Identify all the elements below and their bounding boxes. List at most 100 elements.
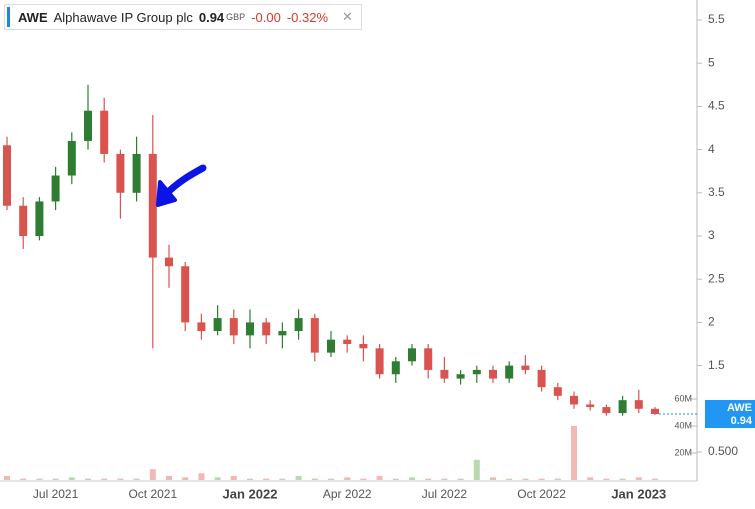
candle-body: [262, 322, 271, 336]
candle-body: [148, 153, 157, 258]
volume-bar: [68, 477, 75, 480]
candle-body: [278, 331, 287, 336]
volume-bar: [198, 473, 205, 480]
volume-bar: [376, 475, 383, 480]
volume-bar: [490, 477, 496, 480]
volume-bar: [4, 475, 10, 480]
candle-body: [618, 400, 627, 414]
volume-bar: [506, 478, 513, 480]
volume-bar: [36, 478, 43, 480]
volume-tick-label: 20M: [674, 447, 692, 457]
candle-body: [35, 201, 44, 236]
candle-body: [359, 344, 368, 349]
volume-bar: [214, 477, 221, 480]
y-tick-label: 2.5: [708, 271, 725, 285]
candle-body: [586, 404, 595, 408]
candle-body: [570, 395, 578, 405]
price-tag-value: 0.94: [731, 415, 753, 427]
candles: [3, 84, 659, 480]
volume-bar: [328, 478, 334, 480]
candle-body: [197, 322, 206, 332]
volume-bar: [101, 478, 108, 480]
candle-body: [132, 153, 141, 193]
volume-bar: [522, 478, 529, 480]
volume-tick-label: 40M: [674, 420, 692, 430]
volume-bar: [571, 426, 577, 480]
candle-body: [51, 175, 60, 202]
candle-body: [84, 110, 92, 141]
volume-bar: [263, 478, 270, 480]
candle-body: [651, 408, 659, 414]
volume-bar: [133, 478, 140, 480]
candle-body: [3, 145, 11, 206]
candle-body: [440, 369, 449, 379]
volume-bar: [85, 478, 91, 480]
candle-body: [213, 318, 222, 332]
candle-body: [181, 266, 190, 323]
candle-body: [116, 153, 125, 193]
volume-bar: [182, 477, 189, 480]
volume-bar: [295, 475, 302, 480]
candle-body: [327, 339, 335, 353]
candle-body: [553, 387, 562, 396]
candle-body: [375, 348, 384, 375]
y-tick-label: 3: [708, 228, 715, 242]
volume-bar: [457, 478, 464, 480]
volume-bar: [635, 477, 642, 480]
candle-body: [391, 361, 400, 375]
y-tick-label: 4.5: [708, 99, 725, 113]
annotation-arrow: [161, 164, 207, 199]
volume-bar: [279, 478, 286, 480]
candle-body: [343, 339, 352, 344]
candle-body: [229, 318, 238, 336]
volume-bar: [247, 478, 253, 480]
x-tick-label: Apr 2022: [323, 487, 372, 501]
y-tick-label: 0.500: [708, 444, 738, 458]
candle-body: [456, 374, 465, 379]
header-accent: [7, 7, 10, 27]
candle-body: [537, 369, 546, 388]
volume-bar: [425, 478, 432, 480]
volume-bar: [652, 478, 658, 480]
candle-body: [19, 205, 28, 236]
volume-bar: [52, 478, 59, 480]
x-tick-label: Jul 2022: [422, 487, 468, 501]
volume-bar: [392, 478, 399, 480]
candle-body: [602, 407, 611, 414]
candle-body: [165, 257, 173, 267]
y-tick-label: 4: [708, 142, 715, 156]
y-tick-label: 5: [708, 55, 715, 69]
close-button[interactable]: ✕: [342, 9, 353, 24]
volume-bar: [473, 459, 480, 480]
change: -0.00: [251, 9, 281, 25]
candle-body: [505, 365, 514, 379]
volume-bar: [441, 478, 448, 480]
change-percent: -0.32%: [286, 9, 329, 25]
candle-body: [634, 400, 643, 409]
company-name: Alphawave IP Group plc: [53, 9, 193, 25]
candle-body: [489, 369, 497, 379]
quote-header: AWE Alphawave IP Group plc 0.94 GBP -0.0…: [4, 4, 362, 30]
candle-body: [408, 348, 416, 362]
x-tick-label: Jan 2023: [611, 486, 666, 501]
volume-bar: [166, 475, 172, 480]
price-tag-symbol: AWE: [727, 402, 752, 414]
annotation-arrow-head: [156, 180, 177, 207]
candle-body: [246, 322, 254, 336]
volume-bar: [20, 478, 27, 480]
x-tick-label: Oct 2022: [517, 487, 566, 501]
currency: GBP: [226, 12, 246, 22]
candle-body: [100, 110, 109, 154]
volume-bar: [538, 478, 545, 480]
y-tick-label: 2: [708, 315, 715, 329]
volume-bar: [409, 477, 415, 480]
y-tick-label: 1.5: [708, 358, 725, 372]
volume-bar: [149, 469, 156, 480]
x-tick-label: Jan 2022: [223, 486, 278, 501]
y-tick-label: 5.5: [708, 12, 725, 26]
volume-bar: [587, 477, 594, 480]
candle-body: [310, 318, 319, 353]
price: 0.94: [198, 9, 225, 25]
